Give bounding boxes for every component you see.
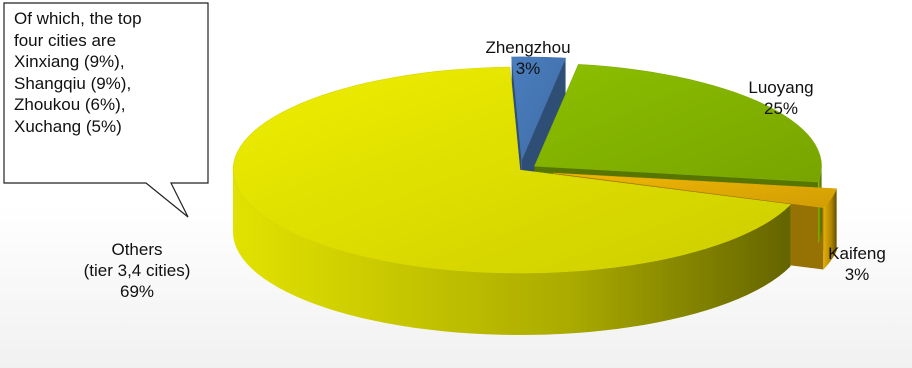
- callout-line: Shangqiu (9%),: [14, 73, 132, 93]
- callout-line: four cities are: [14, 30, 117, 50]
- slice-side-kaifeng: [823, 188, 837, 270]
- slice-name-luoyang: Luoyang: [748, 78, 814, 97]
- slice-luoyang: [534, 64, 822, 183]
- callout-text: Of which, the top four cities are Xinxia…: [14, 8, 207, 137]
- slice-sublabel-others: (tier 3,4 cities): [83, 261, 191, 280]
- callout-line: Xuchang (5%): [14, 116, 122, 136]
- callout-line: Xinxiang (9%),: [14, 52, 125, 71]
- slice-label-kaifeng: Kaifeng 3%: [817, 243, 897, 285]
- slice-value-zhengzhou: 3%: [515, 59, 541, 78]
- slice-side-others: [233, 170, 791, 335]
- callout-line: Of which, the top: [14, 9, 142, 28]
- slice-name-kaifeng: Kaifeng: [828, 244, 886, 263]
- slice-value-luoyang: 25%: [763, 99, 799, 118]
- slice-label-others: Others (tier 3,4 cities) 69%: [52, 239, 222, 302]
- slice-others: [232, 66, 792, 274]
- slice-zhengzhou: [511, 56, 567, 161]
- slice-kaifeng: [552, 172, 838, 208]
- slice-value-others: 69%: [119, 282, 155, 301]
- slice-label-luoyang: Luoyang 25%: [736, 77, 826, 119]
- callout-line: Zhoukou (6%),: [14, 95, 126, 114]
- slice-name-others: Others: [111, 240, 163, 259]
- slice-label-zhengzhou: Zhengzhou 3%: [478, 37, 578, 79]
- slice-value-kaifeng: 3%: [844, 265, 870, 284]
- callout-bubble: [3, 2, 209, 218]
- pie-tops: [232, 56, 838, 274]
- slice-name-zhengzhou: Zhengzhou: [485, 38, 571, 57]
